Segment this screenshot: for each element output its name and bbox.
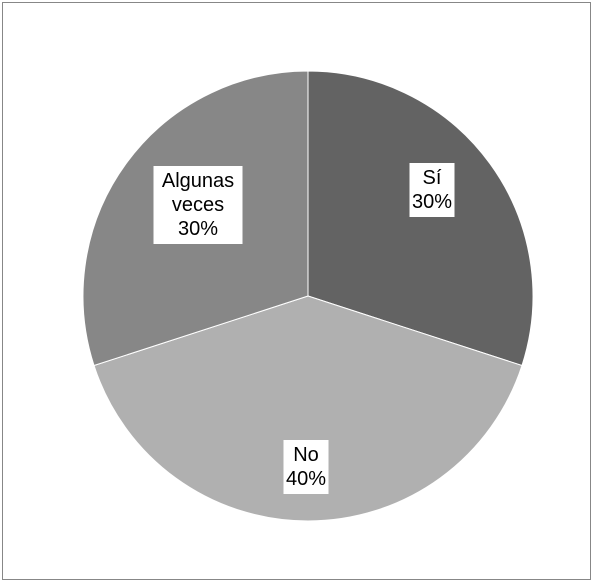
data-label-text: Sí xyxy=(423,167,442,189)
data-label-text: No xyxy=(293,444,319,466)
data-label-background xyxy=(153,166,243,244)
data-label-background xyxy=(283,440,329,494)
data-label-text: 40% xyxy=(286,468,326,490)
data-label-text: 30% xyxy=(412,191,452,213)
pie-slice-s xyxy=(307,70,534,367)
data-label-text: Algunas xyxy=(162,170,234,192)
data-label-background xyxy=(409,163,455,217)
data-label-text: veces xyxy=(172,194,224,216)
pie-slice-no xyxy=(93,295,523,522)
data-label-text: 30% xyxy=(178,218,218,240)
